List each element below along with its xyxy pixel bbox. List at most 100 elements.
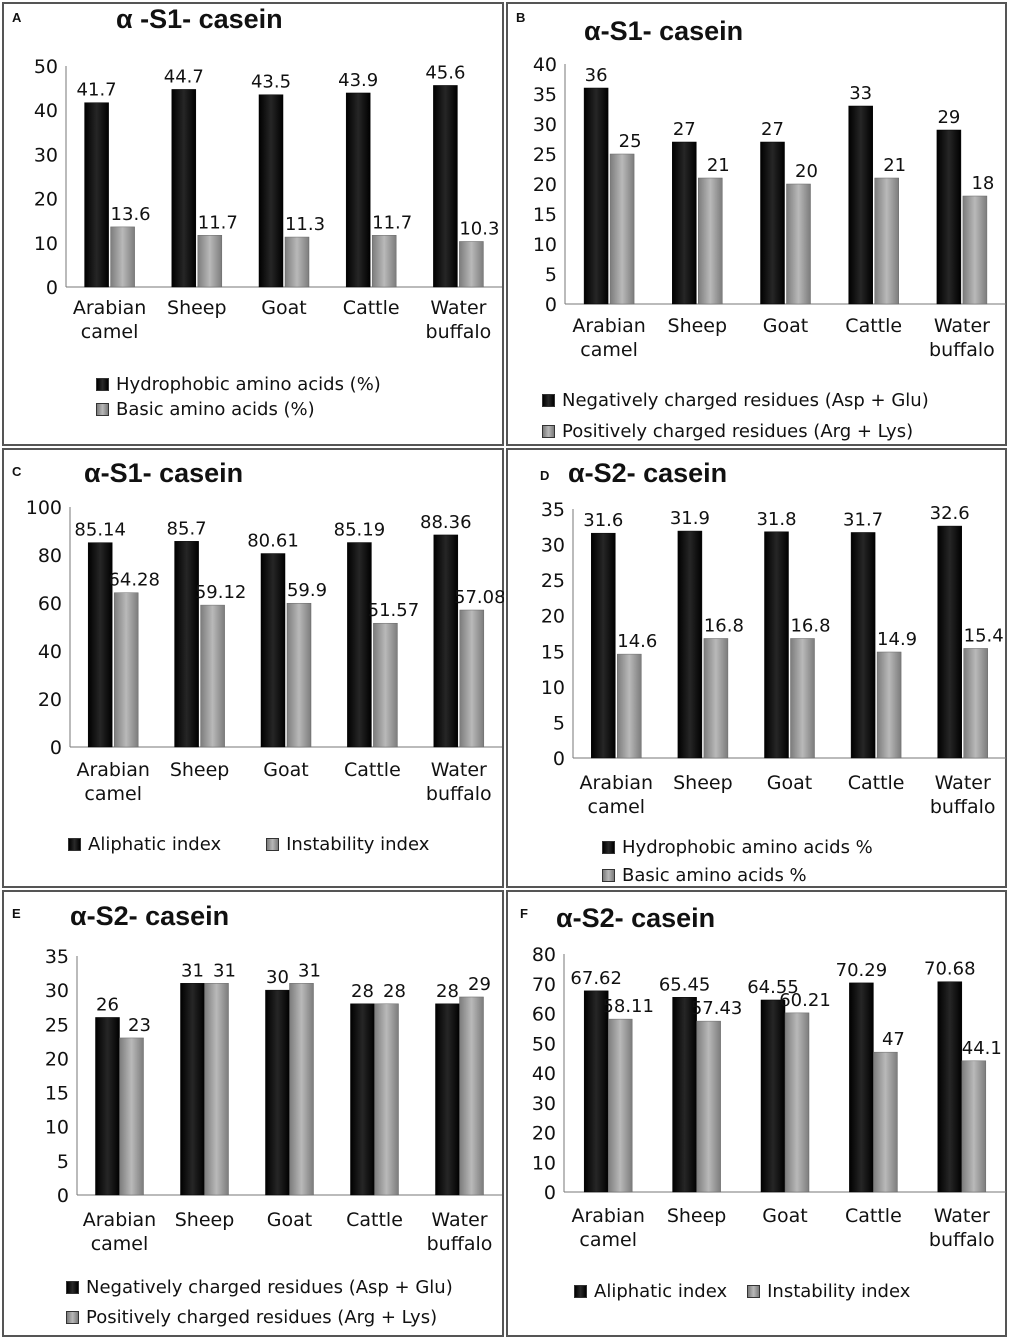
chart-title: α-S1- casein (584, 16, 744, 46)
x-tick-label: camel (84, 783, 142, 805)
y-tick-label: 40 (532, 1063, 556, 1085)
panel-letter: F (520, 906, 528, 921)
legend-item-series2: Positively charged residues (Arg + Lys) (66, 1302, 453, 1332)
data-label: 65.45 (659, 974, 711, 995)
y-tick-label: 20 (38, 689, 62, 711)
y-tick-label: 0 (57, 1185, 69, 1207)
bar-series2 (786, 183, 811, 305)
x-tick-label: Goat (263, 759, 308, 781)
bar-series2 (284, 236, 310, 288)
bar-series2 (617, 653, 642, 759)
chart-title: α-S1- casein (84, 458, 244, 488)
bar-series2 (961, 1060, 987, 1193)
legend-swatch (96, 403, 109, 416)
legend-label: Instability index (767, 1281, 911, 1302)
chart-title: α -S1- casein (116, 4, 283, 34)
legend-label: Basic amino acids (%) (116, 399, 315, 420)
data-label: 32.6 (930, 503, 970, 524)
y-tick-label: 30 (541, 535, 565, 557)
bar-series2 (197, 235, 223, 288)
bar-series1 (760, 141, 785, 305)
data-label: 60.21 (779, 990, 831, 1011)
y-tick-label: 80 (532, 944, 556, 966)
legend-item-series2: Basic amino acids % (602, 861, 873, 889)
x-tick-label: Sheep (175, 1209, 235, 1231)
bar-series1 (174, 541, 199, 748)
bar-series1 (583, 990, 609, 1193)
panel-letter: A (12, 10, 22, 25)
x-tick-label: Goat (762, 1205, 807, 1227)
bar-series1 (435, 1003, 460, 1196)
legend-label: Negatively charged residues (Asp + Glu) (86, 1276, 453, 1298)
bar-series2 (790, 638, 815, 759)
x-tick-label: camel (588, 796, 646, 818)
y-tick-label: 30 (532, 1093, 556, 1115)
legend-item-series1: Negatively charged residues (Asp + Glu) (542, 384, 929, 417)
legend-label: Positively charged residues (Arg + Lys) (86, 1306, 438, 1328)
y-tick-label: 15 (541, 641, 565, 663)
y-tick-label: 25 (533, 144, 557, 166)
bar-series2 (286, 602, 312, 748)
x-tick-label: Water (431, 759, 487, 781)
panel-letter: E (12, 906, 21, 921)
bar-series1 (350, 1003, 375, 1196)
data-label: 29 (468, 974, 491, 995)
data-label: 64.28 (108, 570, 160, 591)
x-tick-label: Arabian (83, 1209, 156, 1231)
chart-title: α-S2- casein (556, 903, 716, 933)
bar-series1 (850, 532, 876, 759)
bar-series2 (289, 983, 314, 1196)
legend-label: Basic amino acids % (622, 864, 807, 886)
legend-label: Instability index (286, 834, 430, 855)
bar-series2 (962, 195, 988, 305)
data-label: 70.68 (924, 959, 976, 980)
bar-series2 (784, 1012, 810, 1193)
bar-series1 (764, 531, 789, 759)
y-tick-label: 30 (45, 980, 69, 1002)
x-tick-label: buffalo (427, 1233, 493, 1255)
y-tick-label: 20 (541, 606, 565, 628)
x-tick-label: Arabian (73, 297, 146, 319)
y-tick-label: 35 (533, 84, 557, 106)
y-tick-label: 25 (45, 1014, 69, 1036)
legend-swatch (602, 840, 615, 854)
y-tick-label: 0 (50, 737, 62, 759)
y-tick-label: 60 (532, 1004, 556, 1026)
data-label: 36 (585, 65, 608, 86)
data-label: 31.8 (756, 509, 796, 530)
bar-series1 (258, 94, 284, 288)
bar-series2 (876, 651, 902, 759)
x-tick-label: Cattle (344, 759, 401, 781)
x-tick-label: Goat (267, 1209, 312, 1231)
y-tick-label: 50 (532, 1033, 556, 1055)
data-label: 25 (619, 131, 642, 152)
y-tick-label: 40 (34, 100, 58, 122)
x-tick-label: Water (430, 297, 486, 319)
data-label: 44.7 (164, 66, 204, 87)
y-tick-label: 5 (57, 1151, 69, 1173)
data-label: 28 (351, 981, 374, 1002)
bar-series2 (374, 1003, 399, 1196)
y-tick-label: 100 (26, 497, 62, 519)
x-tick-label: Water (934, 1205, 990, 1227)
y-tick-label: 0 (544, 1182, 556, 1204)
legend-item-series2: Instability index (266, 832, 429, 857)
bar-series1 (171, 89, 197, 288)
bar-series1 (591, 532, 616, 759)
y-tick-label: 80 (38, 545, 62, 567)
data-label: 21 (883, 155, 906, 176)
legend-swatch (574, 1285, 587, 1298)
bar-series2 (963, 648, 988, 759)
bar-series2 (873, 1051, 898, 1193)
x-tick-label: buffalo (929, 1229, 995, 1251)
data-label: 57.08 (454, 587, 504, 608)
panel-f: 0 10 20 30 40 50 60 70 80 67.62 58.11 Arabian camel 6… (506, 890, 1007, 1337)
data-label: 47 (882, 1029, 905, 1050)
bar-series2 (459, 996, 484, 1196)
legend: Negatively charged residues (Asp + Glu) … (542, 384, 929, 445)
x-tick-label: camel (579, 1229, 637, 1251)
